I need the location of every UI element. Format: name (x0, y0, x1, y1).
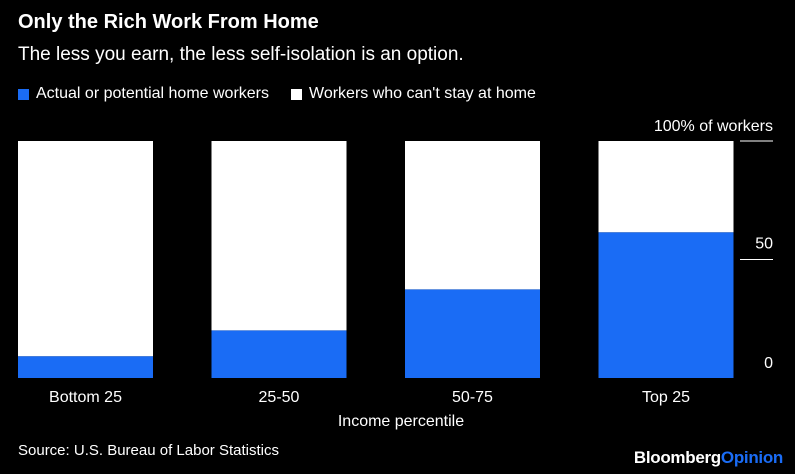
legend: Actual or potential home workers Workers… (18, 85, 536, 103)
bar-cant-stay-home (405, 141, 540, 290)
bar-home-workers (405, 289, 540, 378)
source-note: Source: U.S. Bureau of Labor Statistics (18, 442, 279, 459)
legend-item-home-workers: Actual or potential home workers (18, 85, 269, 103)
legend-label-home-workers: Actual or potential home workers (36, 85, 269, 102)
brand-accent: Opinion (720, 448, 783, 467)
y-tick-label: 100% of workers (654, 118, 773, 135)
chart-title: Only the Rich Work From Home (18, 11, 319, 33)
bar-home-workers (211, 330, 347, 378)
x-tick-label: Bottom 25 (49, 389, 122, 406)
bar-home-workers (18, 356, 153, 378)
y-tick-label: 50 (755, 236, 773, 253)
legend-swatch-white (291, 88, 302, 100)
brand-main: Bloomberg (633, 448, 721, 467)
chart-subtitle: The less you earn, the less self-isolati… (18, 44, 464, 65)
bar-cant-stay-home (211, 141, 347, 331)
bar-cant-stay-home (18, 141, 153, 357)
brand-logo: BloombergOpinion (634, 448, 783, 468)
x-axis-label: Income percentile (338, 413, 464, 430)
x-tick-label: 50-75 (452, 389, 493, 406)
bar-cant-stay-home (598, 141, 734, 233)
y-tick-label: 0 (764, 355, 773, 372)
legend-item-cant-stay: Workers who can't stay at home (291, 85, 536, 103)
bar-home-workers (598, 232, 734, 378)
legend-label-cant-stay: Workers who can't stay at home (309, 85, 536, 102)
legend-swatch-blue (18, 88, 29, 100)
x-tick-label: Top 25 (642, 389, 690, 406)
x-tick-label: 25-50 (259, 389, 300, 406)
